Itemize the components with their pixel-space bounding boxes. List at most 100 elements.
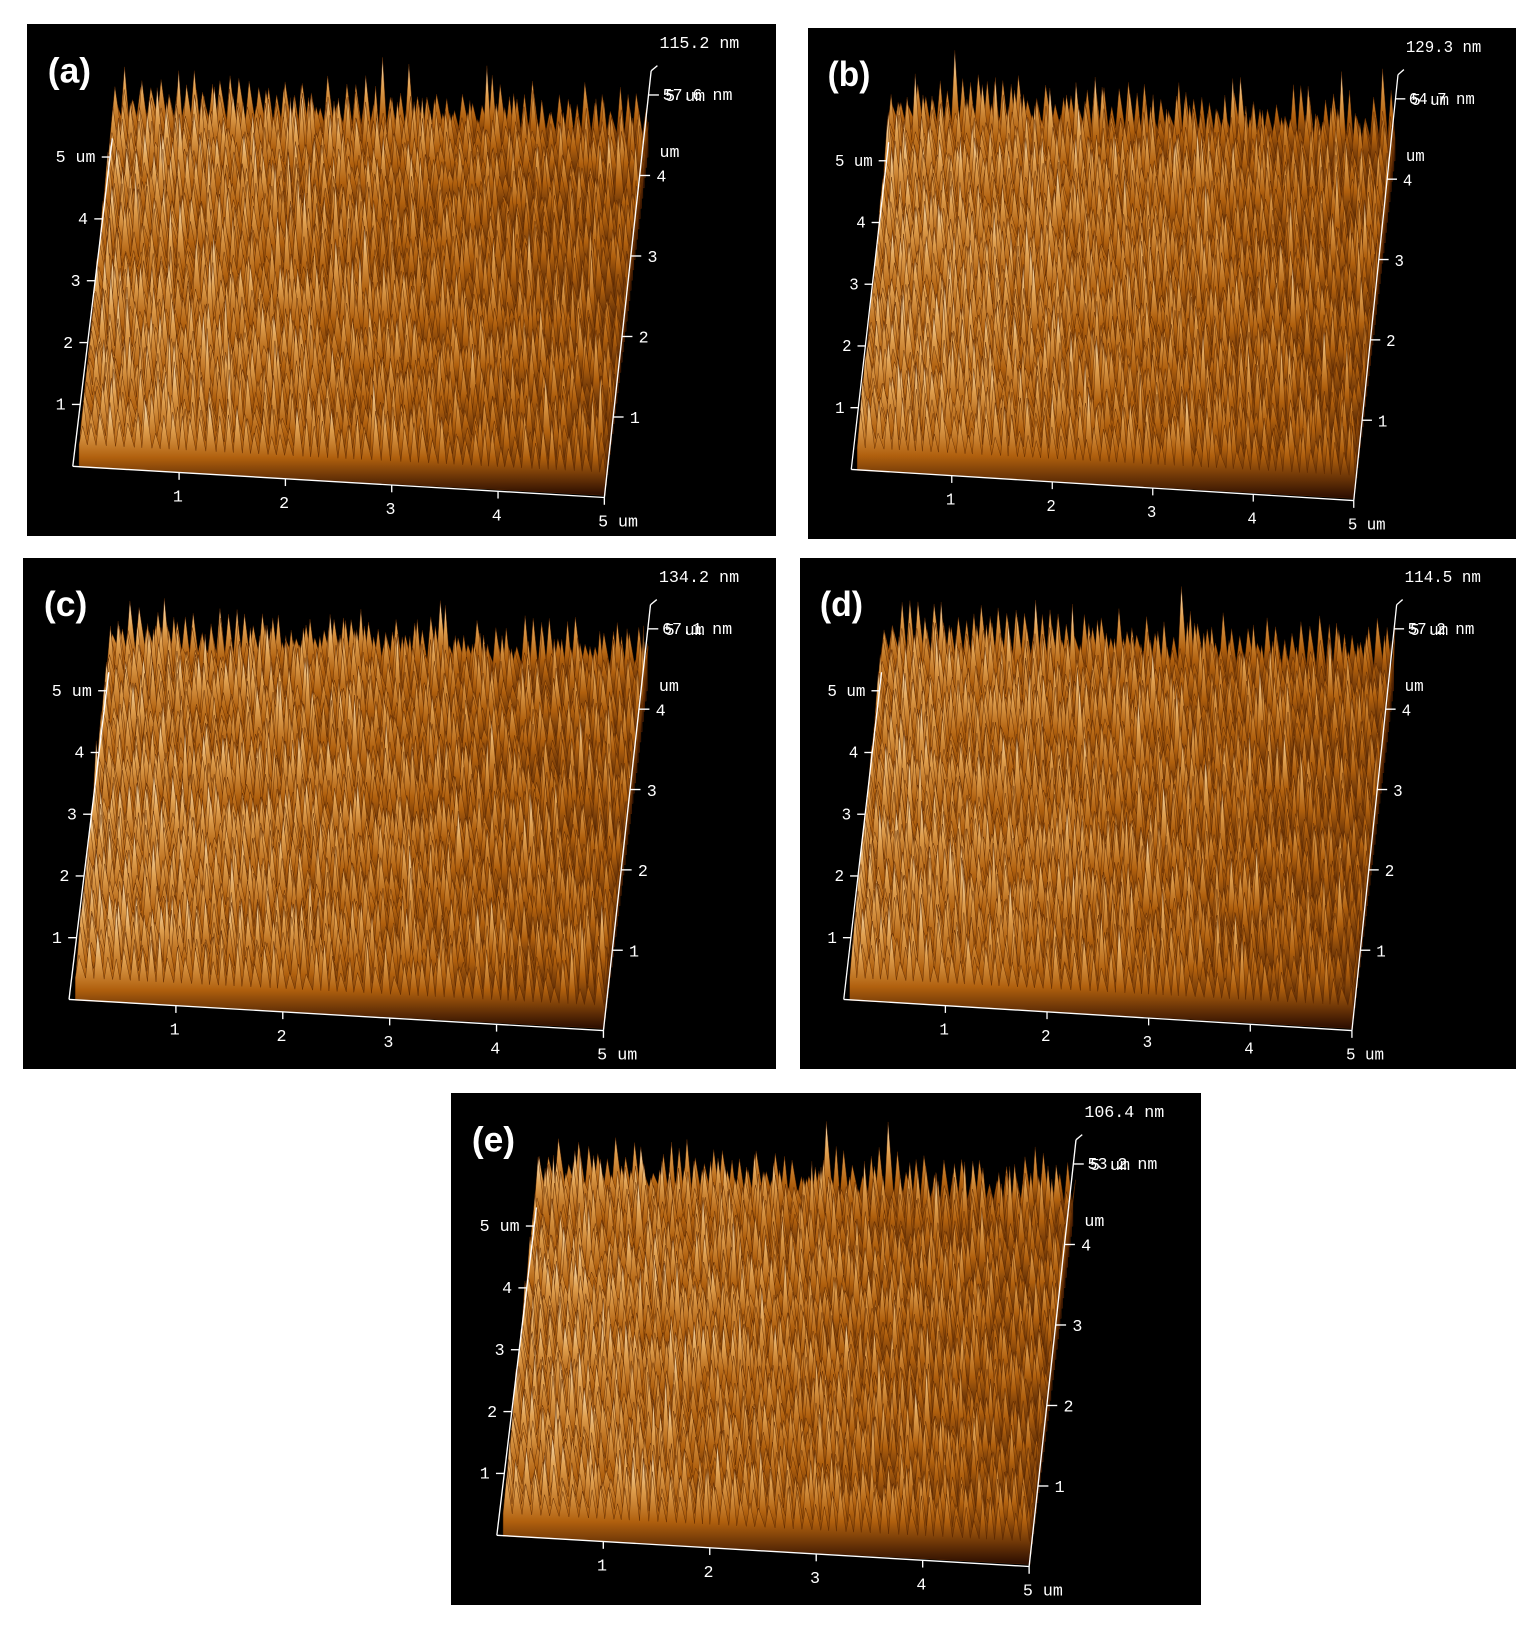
x-tick-label: 2	[1046, 498, 1055, 516]
z-tick-label: 3	[647, 248, 657, 267]
z-max-label: 106.4 nm	[1084, 1103, 1164, 1122]
z-tick-label: 4	[1403, 172, 1412, 190]
z-tick-label: 3	[1393, 781, 1403, 800]
x-tick-label: 4	[1244, 1039, 1254, 1058]
x-tick-label: 3	[1143, 1033, 1153, 1052]
y-tick-label: 2	[59, 868, 69, 887]
x-tick-label: 5 um	[1023, 1582, 1063, 1601]
x-tick-label: 5 um	[1346, 1045, 1384, 1064]
x-tick-label: 2	[704, 1563, 714, 1582]
y-tick-label: 3	[67, 806, 77, 825]
afm-panel: 1 2 3 4 5 um 1 2 3 4 5 um 1 2 3 4 5 um um 53.2 nm 106.4 n…	[451, 1093, 1201, 1605]
y-tick-label: 4	[849, 743, 859, 762]
x-tick-label: 3	[810, 1569, 820, 1588]
z-tick-label: 5 um	[665, 622, 705, 641]
x-tick-label: 3	[383, 1034, 393, 1053]
x-tick-label: 3	[1147, 504, 1156, 522]
z-tick-label: 1	[630, 409, 640, 428]
y-tick-label: 5 um	[827, 682, 865, 701]
z-unit: um	[1406, 148, 1425, 166]
y-tick-label: 4	[74, 745, 84, 764]
z-unit: um	[1084, 1212, 1104, 1231]
x-tick-label: 5 um	[598, 513, 638, 532]
z-tick-label: 5 um	[1090, 1156, 1130, 1175]
z-tick-label: 5 um	[1411, 92, 1449, 110]
z-tick-label: 2	[1386, 333, 1395, 351]
surface-row	[856, 391, 1355, 499]
y-tick-label: 3	[71, 272, 81, 291]
z-tick-label: 1	[1378, 413, 1387, 431]
z-tick-label: 2	[639, 329, 649, 348]
surface-row	[75, 931, 608, 1029]
z-unit: um	[1405, 677, 1424, 696]
x-axis	[72, 465, 605, 499]
surface-row	[78, 400, 606, 496]
y-tick-label: 2	[63, 334, 73, 353]
surface-row	[849, 924, 1354, 1029]
y-tick-label: 5 um	[835, 153, 873, 171]
y-tick-label: 4	[856, 214, 865, 232]
z-axis	[1028, 1139, 1077, 1567]
z-tick-label: 3	[1395, 252, 1404, 270]
x-tick-label: 4	[490, 1040, 500, 1059]
y-axis	[843, 672, 883, 1000]
z-axis-cap	[1397, 69, 1405, 76]
x-tick-label: 4	[492, 506, 502, 525]
panel-label: (b)	[828, 55, 871, 94]
x-tick-label: 4	[1247, 510, 1256, 528]
x-axis	[843, 998, 1352, 1032]
z-mid-label: 67.1 nm	[662, 621, 732, 640]
afm-panel: 1 2 3 4 5 um 1 2 3 4 5 um 1 2 3 4 5 um um 57.6 nm 115.2 n…	[27, 24, 776, 536]
y-tick-label: 3	[849, 276, 858, 294]
z-tick-label: 3	[647, 783, 657, 802]
z-mid-label: 64.7 nm	[1409, 90, 1475, 108]
z-max-label: 134.2 nm	[659, 569, 739, 588]
z-tick-label: 5 um	[665, 87, 705, 106]
y-tick-label: 5 um	[52, 683, 92, 702]
panel-label: (e)	[472, 1120, 515, 1159]
z-axis-cap	[650, 599, 658, 606]
x-axis	[851, 468, 1354, 502]
y-tick-label: 2	[487, 1403, 497, 1422]
z-tick-label: 4	[656, 702, 666, 721]
y-tick-label: 4	[502, 1279, 512, 1298]
z-tick-label: 4	[1402, 701, 1412, 720]
y-tick-label: 2	[835, 867, 845, 886]
x-tick-label: 2	[279, 494, 289, 513]
x-tick-label: 5 um	[1348, 516, 1386, 534]
z-axis-cap	[1075, 1134, 1083, 1141]
z-axis	[603, 70, 652, 498]
z-tick-label: 4	[656, 168, 666, 187]
y-tick-label: 1	[56, 396, 66, 415]
y-tick-label: 5 um	[56, 148, 96, 167]
z-tick-label: 1	[629, 944, 639, 963]
z-unit: um	[659, 678, 679, 697]
x-tick-label: 1	[173, 488, 183, 507]
y-axis	[72, 138, 113, 467]
z-axis	[602, 604, 652, 1031]
z-mid-label: 57.6 nm	[663, 86, 733, 105]
y-axis	[496, 1207, 538, 1536]
z-tick-label: 2	[1385, 862, 1395, 881]
x-tick-label: 1	[946, 491, 955, 509]
x-tick-label: 2	[277, 1028, 287, 1047]
z-axis	[1353, 74, 1399, 501]
y-tick-label: 4	[78, 210, 88, 229]
y-tick-label: 5 um	[480, 1217, 520, 1236]
y-tick-label: 1	[827, 929, 837, 948]
z-tick-label: 5 um	[1410, 621, 1448, 640]
x-tick-label: 1	[170, 1022, 180, 1041]
z-axis	[1351, 604, 1398, 1031]
y-tick-label: 1	[835, 400, 844, 418]
z-tick-label: 4	[1081, 1237, 1091, 1256]
y-axis	[68, 672, 110, 1000]
x-axis	[496, 1534, 1030, 1568]
z-unit: um	[659, 143, 679, 162]
z-tick-label: 3	[1072, 1317, 1082, 1336]
z-axis-cap	[650, 65, 658, 72]
x-axis	[68, 998, 604, 1032]
x-tick-label: 1	[939, 1020, 949, 1039]
y-axis	[850, 142, 890, 470]
z-tick-label: 2	[638, 863, 648, 882]
z-tick-label: 1	[1376, 942, 1386, 961]
